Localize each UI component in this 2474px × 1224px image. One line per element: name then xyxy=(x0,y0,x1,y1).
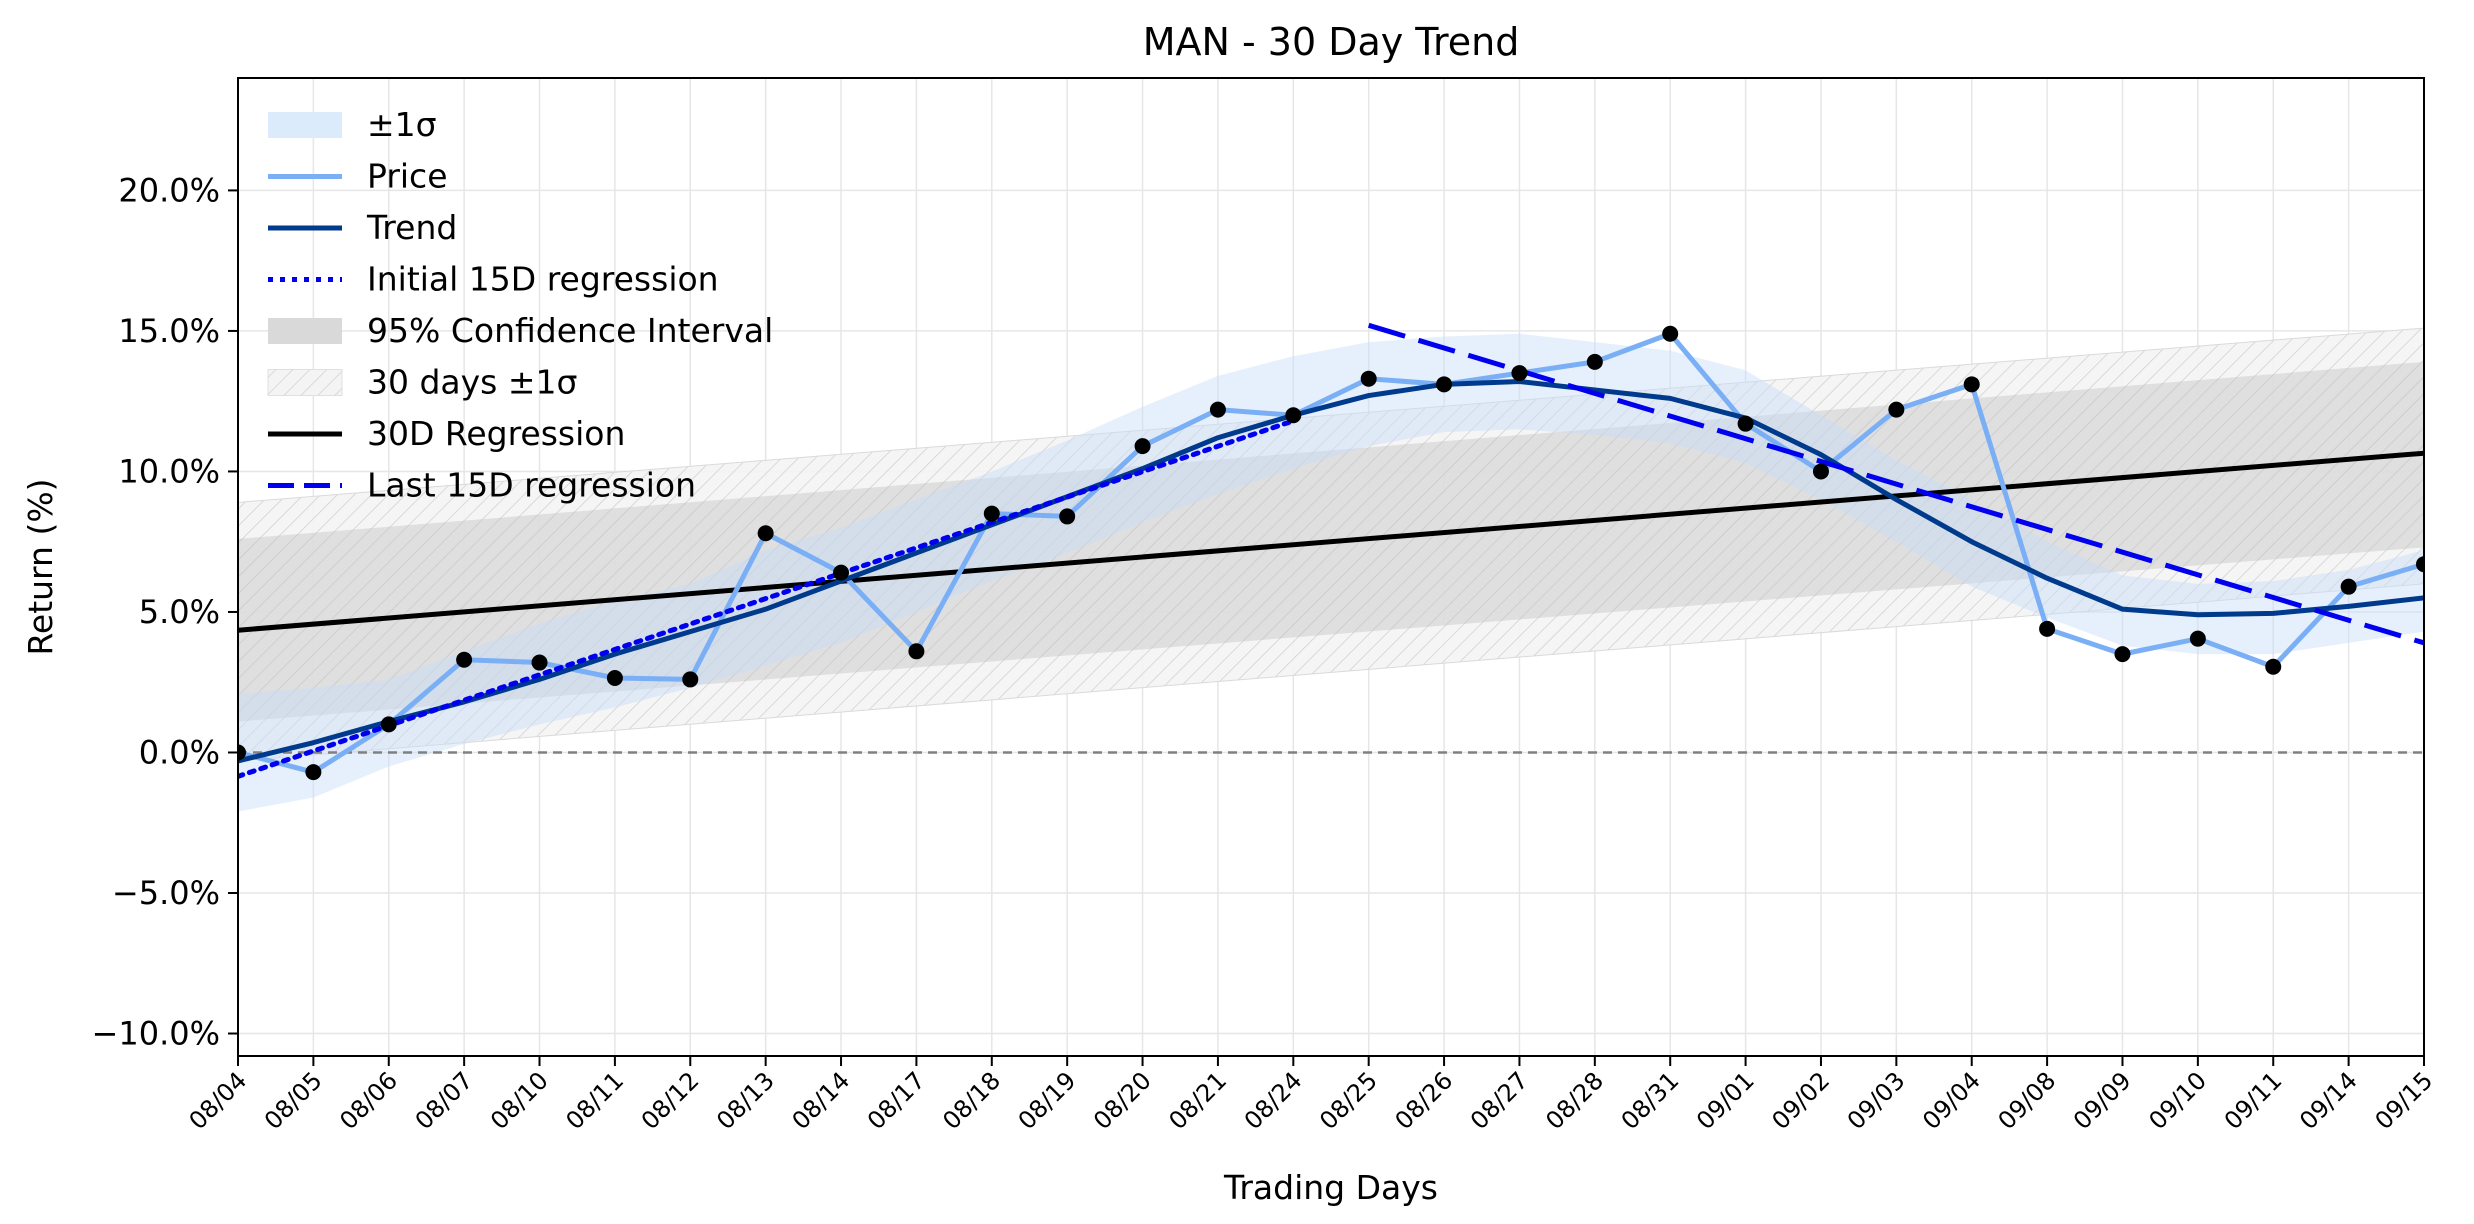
chart-title: MAN - 30 Day Trend xyxy=(1143,20,1520,64)
price-point xyxy=(2189,630,2206,647)
x-tick-label: 09/02 xyxy=(1766,1066,1835,1135)
x-tick-label: 09/11 xyxy=(2219,1066,2288,1135)
price-point xyxy=(2114,646,2131,663)
x-tick-label: 08/21 xyxy=(1163,1066,1232,1135)
price-point xyxy=(1511,365,1528,382)
x-tick-label: 08/10 xyxy=(485,1066,554,1135)
last-15d-regression-line xyxy=(1367,322,2424,646)
price-point xyxy=(1963,376,1980,393)
band-30days-sigma-hatch xyxy=(238,327,2424,762)
x-tick-label: 09/01 xyxy=(1691,1066,1760,1135)
price-point xyxy=(456,651,473,668)
price-point xyxy=(2340,578,2357,595)
x-tick-label: 08/20 xyxy=(1088,1066,1157,1135)
legend-label: 95% Confidence Interval xyxy=(367,311,773,350)
price-point xyxy=(1209,401,1226,418)
x-tick-label: 08/14 xyxy=(787,1066,856,1135)
price-point xyxy=(908,643,925,660)
y-tick-label: −10.0% xyxy=(92,1015,220,1053)
legend-label: Trend xyxy=(366,208,457,247)
y-tick-label: 0.0% xyxy=(139,733,220,771)
legend-label: ±1σ xyxy=(367,105,437,144)
x-tick-label: 09/15 xyxy=(2370,1066,2439,1135)
legend-swatch xyxy=(268,318,342,344)
y-axis-label: Return (%) xyxy=(21,478,60,655)
y-tick-label: 5.0% xyxy=(139,593,220,631)
x-tick-label: 08/24 xyxy=(1239,1066,1308,1135)
price-point xyxy=(1059,508,1076,525)
x-tick-label: 08/07 xyxy=(410,1066,479,1135)
x-tick-label: 08/04 xyxy=(184,1066,253,1135)
x-tick-label: 08/27 xyxy=(1465,1066,1534,1135)
price-point xyxy=(1360,370,1377,387)
price-point xyxy=(1812,463,1829,480)
initial-15d-regression-line xyxy=(238,418,1296,779)
x-tick-label: 08/12 xyxy=(636,1066,705,1135)
price-point xyxy=(1586,353,1603,370)
price-point xyxy=(983,505,1000,522)
price-point xyxy=(2039,620,2056,637)
y-tick-label: 20.0% xyxy=(118,171,220,209)
x-tick-label: 08/11 xyxy=(560,1066,629,1135)
trend-line xyxy=(238,379,2424,764)
price-line xyxy=(238,331,2424,775)
x-tick-label: 09/14 xyxy=(2294,1066,2363,1135)
price-point xyxy=(1888,401,1905,418)
x-tick-label: 08/05 xyxy=(259,1066,328,1135)
x-tick-label: 08/26 xyxy=(1390,1066,1459,1135)
legend: ±1σ Price Trend Initial 15D regression 95% C… xyxy=(267,105,773,505)
price-point xyxy=(606,670,623,687)
x-tick-label: 09/10 xyxy=(2143,1066,2212,1135)
price-point xyxy=(305,764,322,781)
price-point xyxy=(833,564,850,581)
price-point xyxy=(1737,415,1754,432)
price-point xyxy=(380,716,397,733)
price-point xyxy=(1662,325,1679,342)
x-tick-label: 08/25 xyxy=(1314,1066,1383,1135)
legend-label: Initial 15D regression xyxy=(367,260,719,299)
price-point xyxy=(1436,376,1453,393)
x-tick-label: 08/19 xyxy=(1013,1066,1082,1135)
price-point xyxy=(2265,658,2282,675)
legend-label: Last 15D regression xyxy=(367,466,696,505)
band-sigma xyxy=(238,333,2424,812)
x-tick-label: 08/28 xyxy=(1540,1066,1609,1135)
x-tick-label: 09/08 xyxy=(1993,1066,2062,1135)
price-point xyxy=(757,525,774,542)
legend-label: 30D Regression xyxy=(367,414,625,453)
x-tick-label: 08/18 xyxy=(937,1066,1006,1135)
plot-frame xyxy=(237,77,2425,1057)
price-point xyxy=(1134,438,1151,455)
x-tick-label: 09/03 xyxy=(1842,1066,1911,1135)
x-tick-label: 08/31 xyxy=(1616,1066,1685,1135)
x-axis-label: Trading Days xyxy=(1223,1168,1438,1207)
price-point xyxy=(2416,556,2424,573)
y-tick-label: 15.0% xyxy=(118,312,220,350)
legend-label: 30 days ±1σ xyxy=(367,363,577,402)
x-tick-label: 08/06 xyxy=(334,1066,403,1135)
x-tick-label: 09/04 xyxy=(1917,1066,1986,1135)
y-tick-label: −5.0% xyxy=(112,874,220,912)
legend-swatch xyxy=(268,112,342,138)
price-point xyxy=(531,654,548,671)
y-tick-label: 10.0% xyxy=(118,452,220,490)
price-point xyxy=(238,744,246,761)
regression-30d-line xyxy=(238,450,2424,633)
legend-label: Price xyxy=(367,157,448,196)
price-point xyxy=(1285,407,1302,424)
x-tick-label: 08/13 xyxy=(711,1066,780,1135)
legend-swatch-hatch xyxy=(268,369,342,396)
x-tick-label: 09/09 xyxy=(2068,1066,2137,1135)
price-point xyxy=(682,671,699,688)
plot-area xyxy=(238,322,2424,812)
x-tick-label: 08/17 xyxy=(862,1066,931,1135)
